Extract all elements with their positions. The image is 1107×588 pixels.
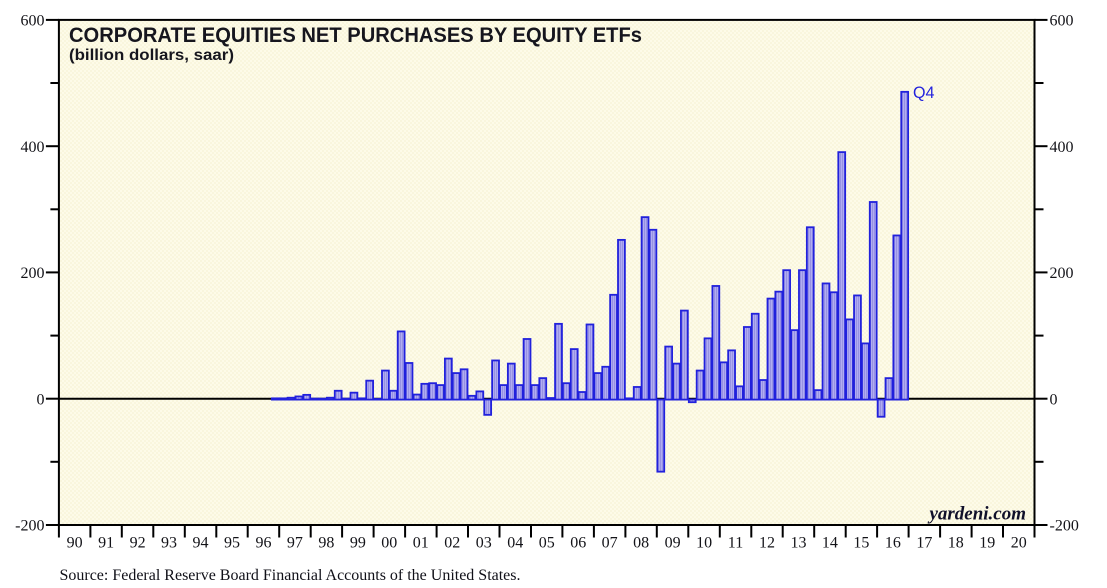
- svg-text:11: 11: [728, 534, 743, 551]
- svg-text:200: 200: [1050, 265, 1074, 282]
- svg-text:19: 19: [979, 534, 995, 551]
- svg-text:97: 97: [287, 534, 303, 551]
- svg-text:05: 05: [539, 534, 555, 551]
- svg-text:0: 0: [37, 391, 45, 408]
- svg-text:-200: -200: [15, 518, 44, 535]
- svg-text:00: 00: [381, 534, 397, 551]
- svg-text:99: 99: [350, 534, 366, 551]
- svg-text:93: 93: [161, 534, 177, 551]
- svg-text:(billion dollars, saar): (billion dollars, saar): [69, 47, 234, 64]
- svg-text:12: 12: [759, 534, 775, 551]
- svg-text:CORPORATE EQUITIES NET PURCHAS: CORPORATE EQUITIES NET PURCHASES BY EQUI…: [69, 23, 642, 47]
- svg-text:02: 02: [444, 534, 460, 551]
- svg-text:17: 17: [916, 534, 932, 551]
- svg-text:96: 96: [256, 534, 272, 551]
- svg-text:90: 90: [67, 534, 83, 551]
- svg-text:94: 94: [193, 534, 209, 551]
- svg-text:91: 91: [98, 534, 114, 551]
- svg-text:92: 92: [130, 534, 146, 551]
- svg-text:200: 200: [21, 265, 45, 282]
- svg-text:08: 08: [633, 534, 649, 551]
- svg-text:600: 600: [21, 13, 45, 30]
- svg-text:14: 14: [822, 534, 838, 551]
- svg-text:20: 20: [1011, 534, 1027, 551]
- svg-text:03: 03: [476, 534, 492, 551]
- svg-text:10: 10: [696, 534, 712, 551]
- svg-text:98: 98: [318, 534, 334, 551]
- svg-text:0: 0: [1050, 391, 1058, 408]
- svg-text:95: 95: [224, 534, 240, 551]
- svg-text:18: 18: [948, 534, 964, 551]
- svg-text:400: 400: [1050, 139, 1074, 156]
- svg-text:Q4: Q4: [913, 83, 935, 102]
- svg-text:yardeni.com: yardeni.com: [927, 505, 1026, 525]
- svg-text:600: 600: [1050, 13, 1074, 30]
- svg-text:Source: Federal Reserve Board: Source: Federal Reserve Board Financial …: [60, 567, 521, 584]
- svg-text:13: 13: [791, 534, 807, 551]
- svg-text:09: 09: [665, 534, 681, 551]
- svg-text:400: 400: [21, 139, 45, 156]
- svg-text:-200: -200: [1050, 518, 1079, 535]
- svg-text:16: 16: [885, 534, 901, 551]
- svg-text:01: 01: [413, 534, 429, 551]
- svg-text:06: 06: [570, 534, 586, 551]
- svg-text:04: 04: [507, 534, 523, 551]
- svg-text:07: 07: [602, 534, 618, 551]
- svg-text:15: 15: [853, 534, 869, 551]
